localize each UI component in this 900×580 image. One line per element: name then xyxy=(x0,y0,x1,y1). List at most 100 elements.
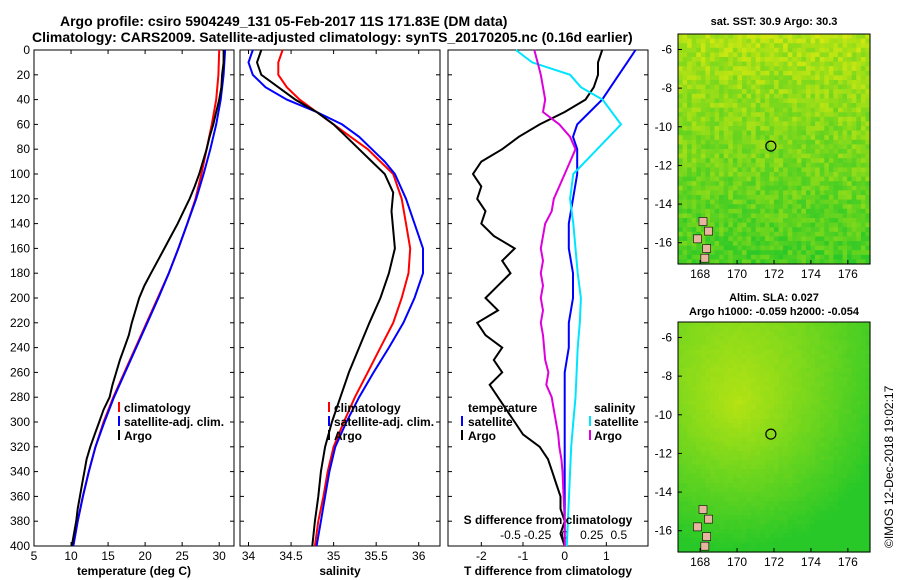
map-cell xyxy=(851,547,857,553)
map-cell xyxy=(687,542,693,548)
map-cell xyxy=(833,372,839,378)
map-cell xyxy=(710,241,716,247)
map-cell xyxy=(787,158,793,164)
map-cell xyxy=(778,460,784,466)
map-cell xyxy=(691,66,697,72)
map-cell xyxy=(838,112,844,118)
map-cell xyxy=(860,340,867,346)
map-cell xyxy=(865,162,871,168)
map-cell xyxy=(833,473,839,479)
map-cell xyxy=(815,121,821,127)
map-cell xyxy=(710,190,716,196)
map-cell xyxy=(723,496,729,502)
map-cell xyxy=(682,510,688,516)
map-cell xyxy=(787,464,793,470)
map-cell xyxy=(696,345,702,351)
map-cell xyxy=(810,80,816,86)
map-cell xyxy=(728,432,734,438)
map-cell xyxy=(842,446,848,452)
map-cell xyxy=(838,218,844,224)
map-cell xyxy=(828,89,835,95)
map-cell xyxy=(806,446,812,452)
map-cell xyxy=(847,245,853,251)
map-cell xyxy=(828,391,835,397)
map-cell xyxy=(774,478,780,484)
map-cell xyxy=(838,70,844,76)
map-cell xyxy=(856,181,862,187)
map-cell xyxy=(710,377,716,383)
map-cell xyxy=(783,93,789,99)
map-cell xyxy=(755,185,761,191)
map-cell xyxy=(696,460,702,466)
map-cell xyxy=(764,181,771,187)
map-cell xyxy=(760,496,766,502)
map-cell xyxy=(687,358,693,364)
map-cell xyxy=(838,473,844,479)
map-cell xyxy=(700,176,707,182)
map-cell xyxy=(787,61,793,67)
map-cell xyxy=(828,204,835,210)
map-cell xyxy=(742,112,748,118)
map-cell xyxy=(792,547,798,553)
map-cell xyxy=(705,501,711,507)
map-cell xyxy=(842,80,848,86)
map-cell xyxy=(801,135,807,141)
map-cell xyxy=(819,437,825,443)
map-cell xyxy=(860,47,867,53)
map-cell xyxy=(865,158,871,164)
map-cell xyxy=(746,464,752,470)
map-cell xyxy=(801,190,807,196)
map-cell xyxy=(856,515,862,521)
map-cell xyxy=(824,368,830,374)
map-cell xyxy=(828,501,835,507)
map-cell xyxy=(828,149,835,155)
map-cell xyxy=(751,404,757,410)
map-cell xyxy=(760,395,766,401)
map-cell xyxy=(728,52,734,58)
map-cell xyxy=(769,93,775,99)
map-cell xyxy=(678,52,684,58)
map-cell xyxy=(838,446,844,452)
map-cell xyxy=(696,441,702,447)
map-cell xyxy=(838,506,844,512)
map-cell xyxy=(833,130,839,136)
map-cell xyxy=(742,331,748,337)
map-cell xyxy=(856,437,862,443)
legend-title-temperature: temperature xyxy=(468,401,538,415)
map-cell xyxy=(696,455,702,461)
map-cell xyxy=(851,34,857,40)
map-cell xyxy=(723,441,729,447)
map-cell xyxy=(833,135,839,141)
map-cell xyxy=(746,510,752,516)
map-cell xyxy=(796,391,803,397)
map-cell xyxy=(806,533,812,539)
map-cell xyxy=(755,473,761,479)
map-cell xyxy=(787,144,793,150)
map-cell xyxy=(801,372,807,378)
map-cell xyxy=(737,231,743,237)
map-cell xyxy=(860,199,867,205)
map-cell xyxy=(819,446,825,452)
map-cell xyxy=(833,38,839,44)
map-cell xyxy=(842,492,848,498)
map-cell xyxy=(796,126,803,132)
map-cell xyxy=(833,153,839,159)
map-cell xyxy=(728,139,734,145)
map-cell xyxy=(847,464,853,470)
map-cell xyxy=(810,61,816,67)
map-cell xyxy=(760,533,766,539)
map-cell xyxy=(760,345,766,351)
map-cell xyxy=(691,181,697,187)
map-cell xyxy=(783,409,789,415)
map-cell xyxy=(682,395,688,401)
map-cell xyxy=(774,538,780,544)
map-cell xyxy=(687,121,693,127)
map-cell xyxy=(828,43,835,49)
map-cell xyxy=(714,121,720,127)
map-cell xyxy=(764,103,771,109)
map-cell xyxy=(815,386,821,392)
map-cell xyxy=(755,190,761,196)
map-cell xyxy=(792,47,798,53)
map-cell xyxy=(810,103,816,109)
map-cell xyxy=(806,404,812,410)
